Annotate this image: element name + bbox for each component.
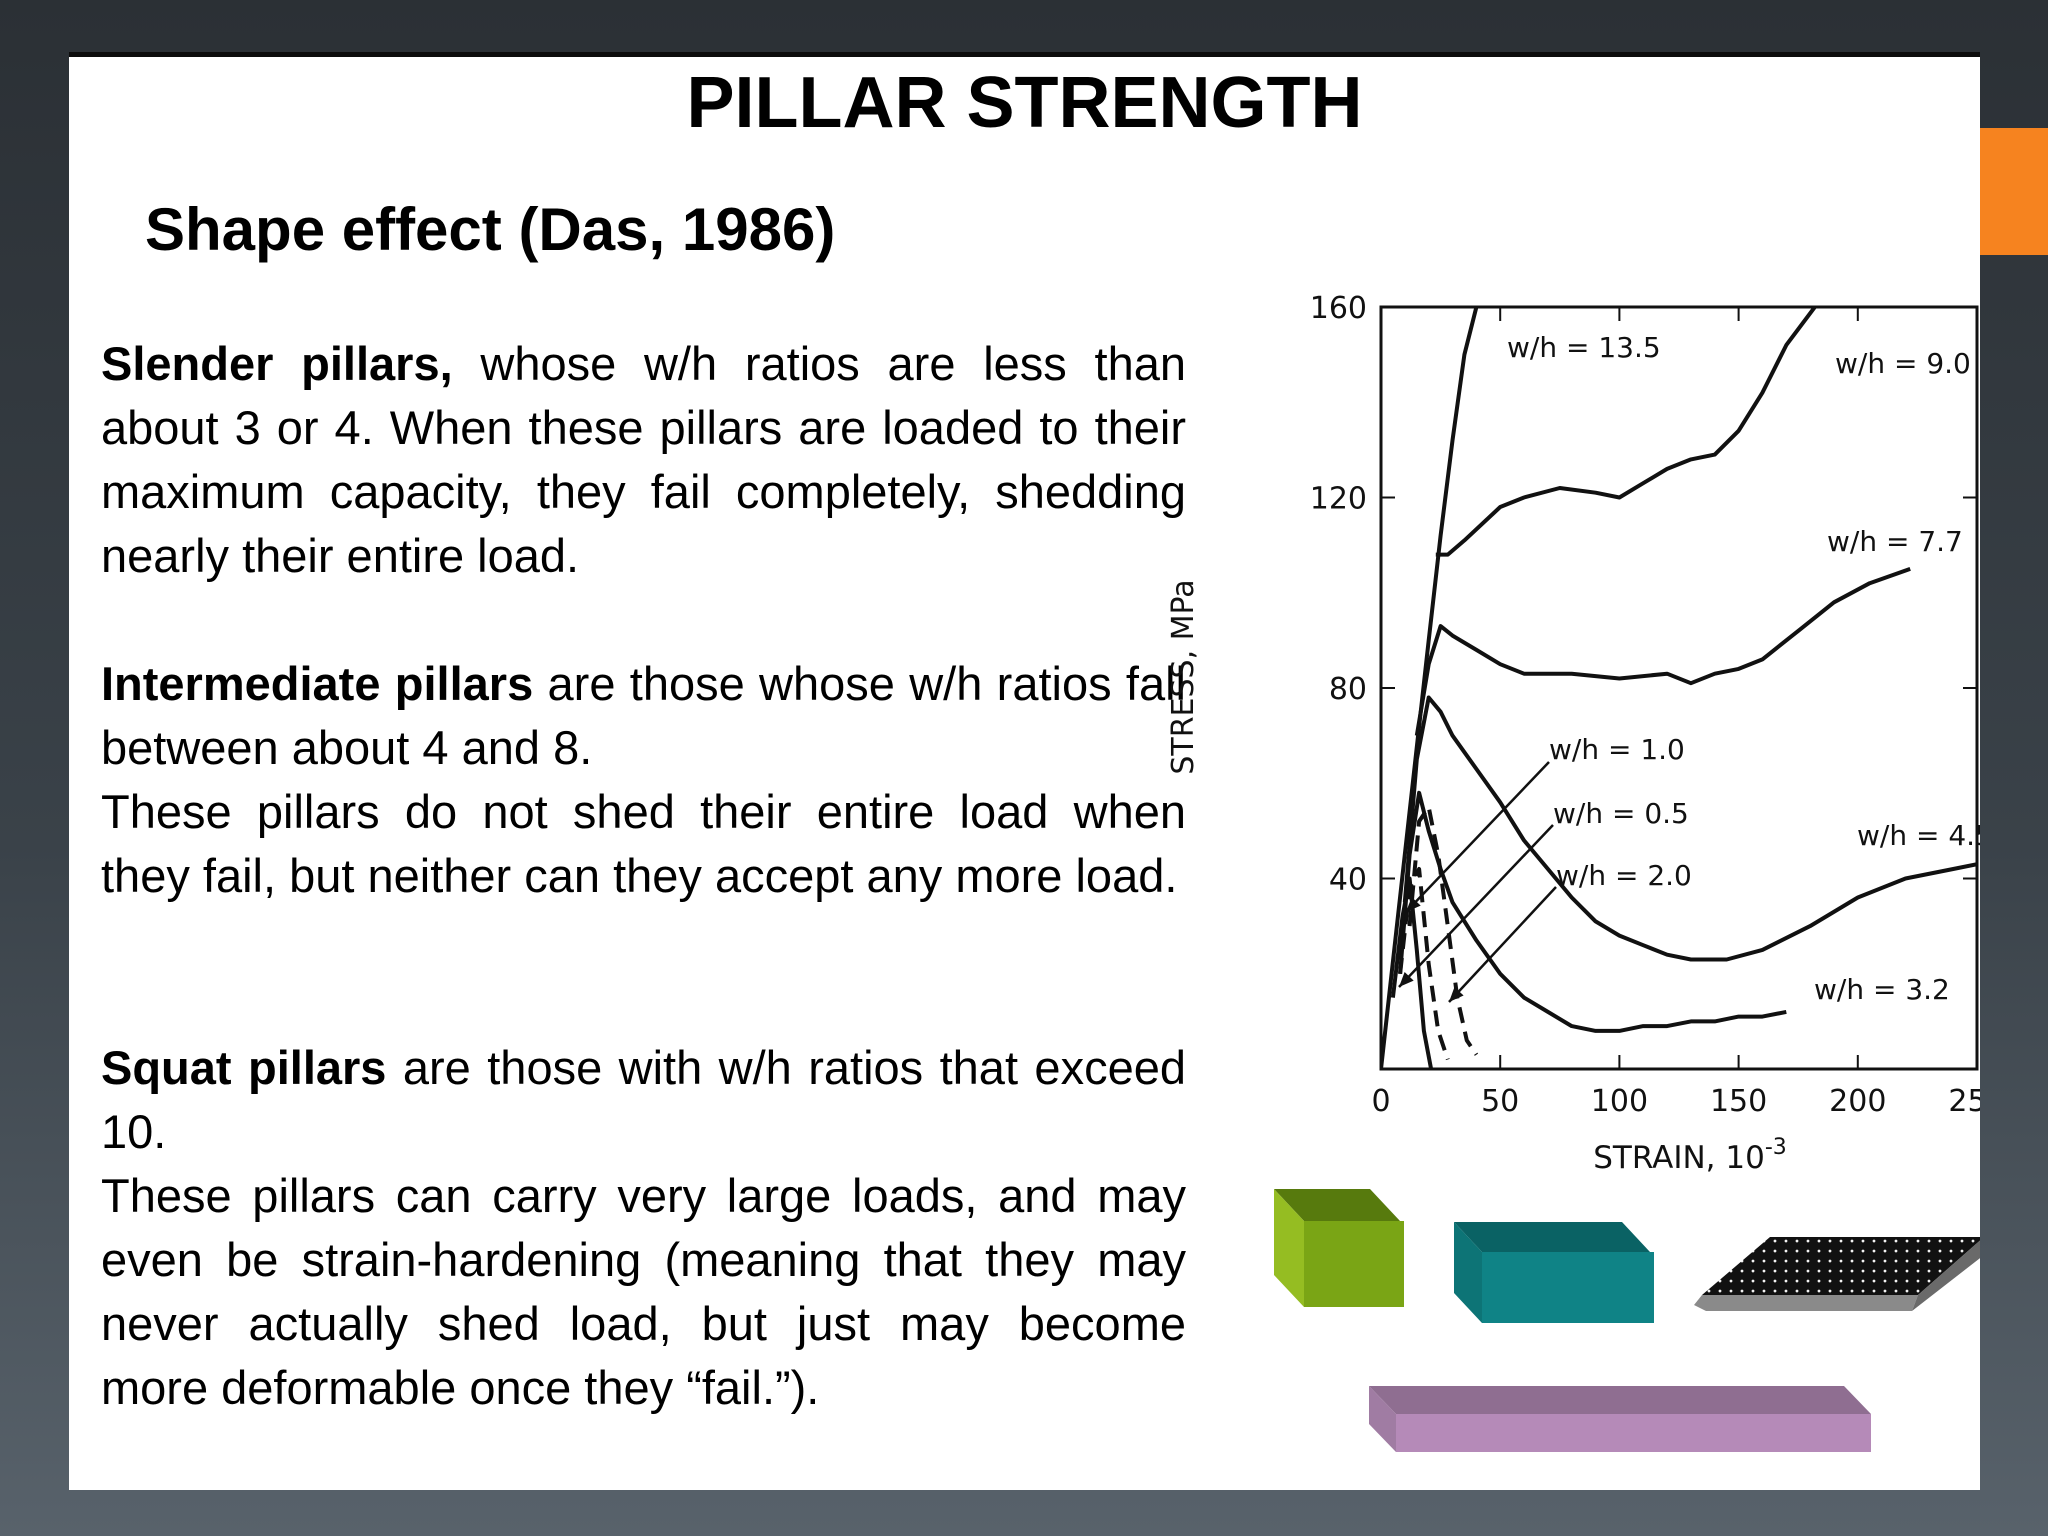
- y-axis-label: STRESS, MPa: [1169, 579, 1201, 774]
- y-tick-label: 80: [1329, 672, 1367, 707]
- stress-strain-chart: 0 50 100 150 200 250 40 80 120 160 w/h = 13.5 w/h =…: [1169, 291, 1980, 1176]
- y-tick-label: 160: [1310, 291, 1367, 326]
- series-label: w/h = 1.0: [1549, 733, 1685, 766]
- series-line: [1398, 790, 1787, 1033]
- paragraph-text: These pillars can carry very large loads…: [101, 1169, 1186, 1414]
- slide-title: PILLAR STRENGTH: [686, 63, 1363, 143]
- paragraph-lead: Squat pillars: [101, 1041, 387, 1094]
- series-label-arrow: [1405, 761, 1550, 913]
- paragraph-slender: Slender pillars, whose w/h ratios are le…: [101, 332, 1186, 588]
- series-line: [1407, 805, 1479, 1056]
- x-tick-label: 150: [1710, 1084, 1767, 1119]
- teal-block-shape: [1454, 1222, 1654, 1323]
- series-label: w/h = 4.5: [1857, 819, 1980, 852]
- series-label: w/h = 0.5: [1553, 797, 1689, 830]
- paragraph-text: whose w/h ratios are less than about 3 o…: [101, 337, 1187, 582]
- paragraph-lead: Slender pillars,: [101, 337, 453, 390]
- paragraph-intermediate: Intermediate pillars are those whose w/h…: [101, 652, 1186, 780]
- paragraph-text: These pillars do not shed their entire l…: [101, 785, 1186, 902]
- series-label-arrow: [1448, 886, 1557, 1003]
- x-axis-label-text: STRAIN, 10: [1593, 1140, 1765, 1176]
- x-axis-label: STRAIN, 10-3: [1593, 1135, 1787, 1176]
- series-line: [1414, 567, 1911, 736]
- paragraph-squat: Squat pillars are those with w/h ratios …: [101, 1036, 1186, 1164]
- paragraph-lead: Intermediate pillars: [101, 657, 534, 710]
- x-tick-label: 0: [1371, 1084, 1390, 1119]
- x-tick-label: 200: [1829, 1084, 1886, 1119]
- x-tick-label: 250: [1948, 1084, 1980, 1119]
- x-axis-label-exponent: -3: [1765, 1135, 1787, 1160]
- y-tick-label: 40: [1329, 863, 1367, 898]
- series-label-arrowhead: [1449, 986, 1464, 1002]
- series-line: [1390, 876, 1434, 1069]
- plot-frame: [1379, 305, 1979, 1071]
- y-tick-label: 120: [1310, 482, 1367, 517]
- series-label: w/h = 13.5: [1507, 331, 1661, 364]
- black-dotted-slab-shape: [1694, 1237, 1980, 1311]
- series-label: w/h = 7.7: [1827, 525, 1963, 558]
- series-label: w/h = 3.2: [1814, 973, 1950, 1006]
- chart-plot-area: 0 50 100 150 200 250 40 80 120 160 w/h = 13.5 w/h =…: [1310, 291, 1980, 1119]
- series-label-arrow: [1398, 824, 1554, 988]
- series-line: [1435, 307, 1818, 557]
- series-label-arrowhead: [1399, 972, 1414, 987]
- purple-slab-shape: [1369, 1386, 1871, 1452]
- paragraph-squat-detail: These pillars can carry very large loads…: [101, 1164, 1186, 1420]
- paragraph-text: are those whose w/h ratios fall between …: [101, 657, 1186, 774]
- x-tick-label: 50: [1481, 1084, 1519, 1119]
- green-cube-shape: [1274, 1189, 1404, 1307]
- paragraph-text: are those with w/h ratios that exceed 10…: [101, 1041, 1186, 1158]
- slide-subtitle: Shape effect (Das, 1986): [145, 196, 836, 263]
- paragraph-intermediate-detail: These pillars do not shed their entire l…: [101, 780, 1186, 908]
- slide: PILLAR STRENGTH Shape effect (Das, 1986)…: [69, 52, 1980, 1490]
- series-line: [1402, 695, 1977, 962]
- x-tick-label: 100: [1591, 1084, 1648, 1119]
- series-label: w/h = 9.0: [1835, 347, 1971, 380]
- series-line: [1398, 867, 1450, 1061]
- series-label: w/h = 2.0: [1556, 859, 1692, 892]
- accent-bar: [1980, 128, 2048, 255]
- series-line: [1381, 307, 1479, 1069]
